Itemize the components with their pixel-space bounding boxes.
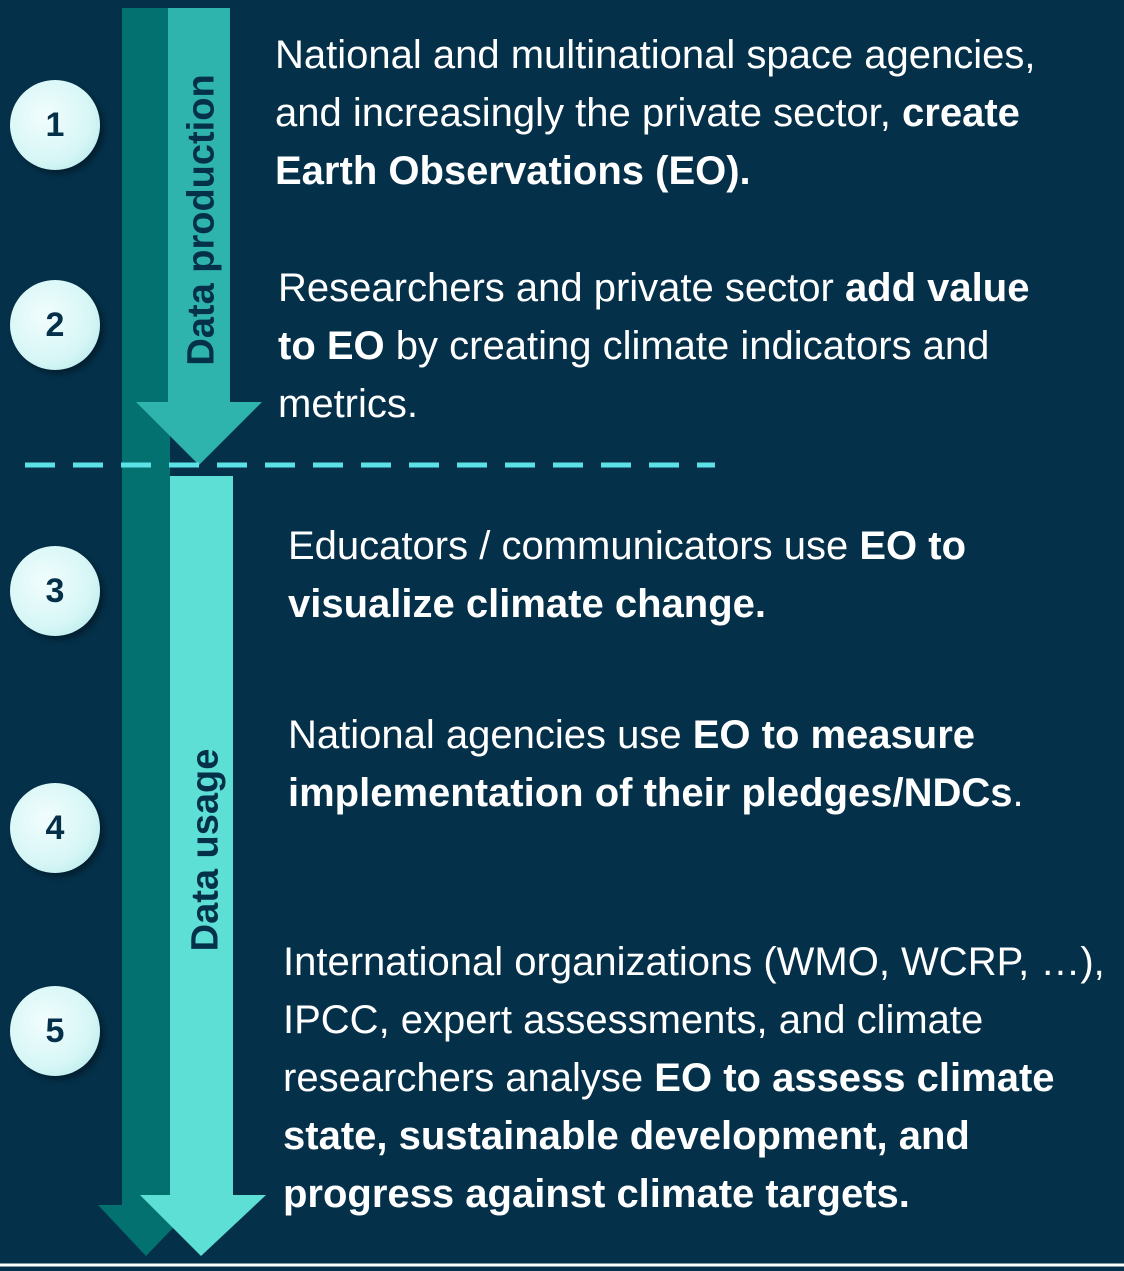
step-text: National and multinational space agencie…: [275, 26, 1105, 200]
step-text: Researchers and private sector add value…: [278, 259, 1068, 433]
production-arrow: [136, 8, 262, 465]
phase-label: Data usage: [184, 748, 227, 952]
step-number: 3: [10, 546, 100, 636]
bold-text: add value to EO: [278, 266, 1030, 368]
bold-text: EO to assess climate state, sustainable …: [283, 1056, 1055, 1216]
step-text: Educators / communicators use EO to visu…: [288, 517, 1068, 633]
step-number: 2: [10, 280, 100, 370]
text: International organizations (WMO, WCRP, …: [283, 940, 1105, 1100]
step-number: 4: [10, 783, 100, 873]
main-arrow: [98, 8, 195, 1256]
text: .: [1012, 771, 1024, 815]
bold-text: EO to visualize climate change.: [288, 524, 967, 626]
step-number: 1: [10, 80, 100, 170]
step-text: National agencies use EO to measure impl…: [288, 706, 1048, 822]
usage-arrow: [140, 476, 266, 1256]
bold-text: EO to measure implementation of their pl…: [288, 713, 1013, 815]
text: National agencies use: [288, 713, 693, 757]
text: Educators / communicators use: [288, 524, 860, 568]
bold-text: create Earth Observations (EO).: [275, 91, 1020, 193]
text: National and multinational space agencie…: [275, 33, 1036, 135]
text: Researchers and private sector: [278, 266, 845, 310]
text: by creating climate indicators and metri…: [278, 324, 990, 426]
phase-label: Data production: [180, 74, 223, 366]
step-number: 5: [10, 986, 100, 1076]
step-text: International organizations (WMO, WCRP, …: [283, 933, 1124, 1223]
